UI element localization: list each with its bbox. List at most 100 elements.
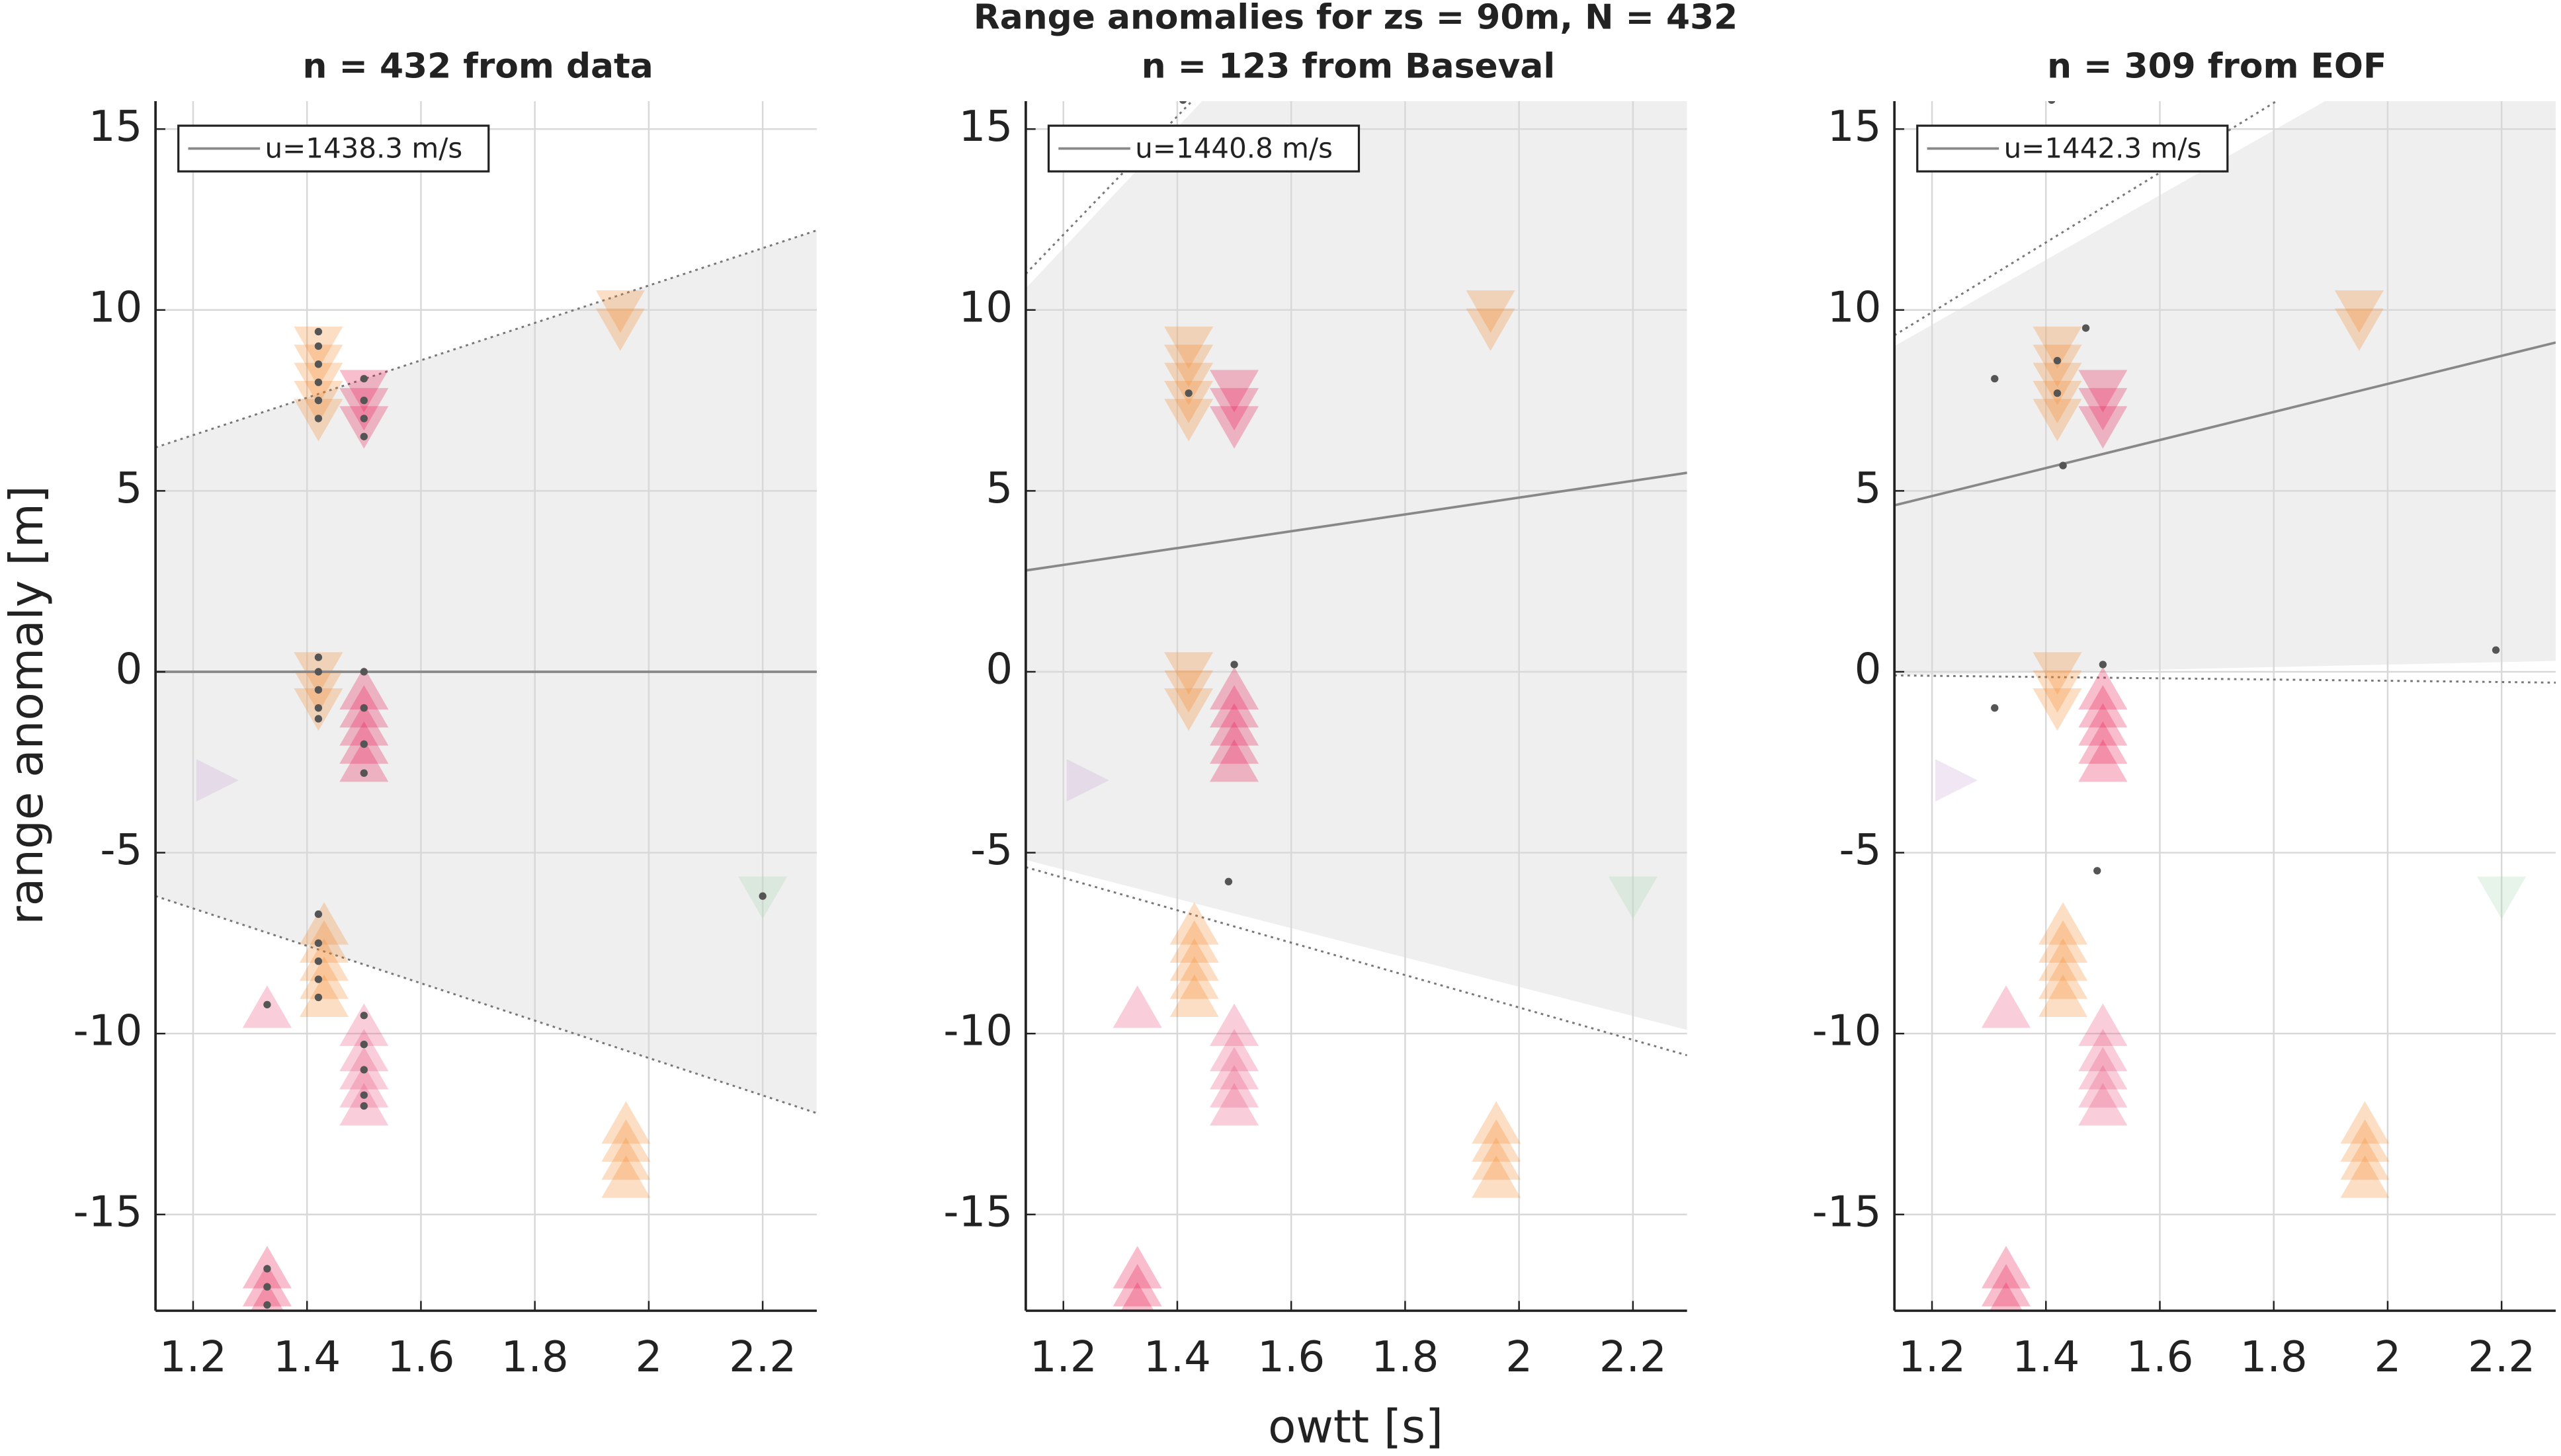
triangle-marker [1472, 1101, 1521, 1144]
plot-area [1025, 101, 1687, 1311]
dot [360, 668, 368, 676]
triangle-marker [299, 974, 349, 1018]
limit-line [155, 895, 817, 1114]
triangle-marker [1989, 1281, 2023, 1311]
triangle-marker [1608, 876, 1658, 919]
triangle-marker [2078, 721, 2128, 764]
triangle-marker [2078, 1065, 2128, 1108]
x-tick-label: 1.4 [2012, 1332, 2079, 1382]
triangle-marker [1981, 985, 2031, 1028]
y-tick-label: 15 [958, 102, 1013, 151]
plot-area [1894, 101, 2556, 1311]
dot [360, 1066, 368, 1074]
dot [2099, 661, 2107, 668]
legend-label: u=1438.3 m/s [265, 132, 463, 165]
dot [314, 653, 323, 661]
triangle-marker [2078, 1003, 2128, 1046]
triangle-marker [339, 387, 389, 431]
dot [360, 704, 368, 712]
triangle-marker [595, 290, 645, 333]
triangle-marker [1210, 406, 1259, 449]
triangle-marker [2078, 1083, 2128, 1126]
triangle-marker [339, 1065, 389, 1108]
triangle-marker [2078, 370, 2128, 413]
triangle-marker [2078, 685, 2128, 728]
y-tick-label: 0 [986, 645, 1013, 694]
dot [360, 1012, 368, 1020]
triangle-marker [2038, 974, 2088, 1018]
y-tick-label: -5 [1839, 825, 1881, 875]
triangle-marker [299, 956, 349, 999]
triangle-marker [339, 703, 389, 746]
triangle-marker [2038, 956, 2088, 999]
triangle-marker [1210, 1003, 1259, 1046]
legend-label: u=1442.3 m/s [2004, 132, 2202, 165]
triangle-marker [2340, 1137, 2390, 1180]
confidence-band [1894, 101, 2556, 676]
triangle-marker [1164, 688, 1214, 731]
dot [314, 378, 323, 386]
dot [360, 432, 368, 440]
y-tick-label: 5 [986, 464, 1013, 513]
triangle-marker [2033, 326, 2082, 370]
x-tick-label: 1.4 [273, 1332, 341, 1382]
y-tick-label: -5 [970, 825, 1013, 875]
triangle-marker [1472, 1137, 1521, 1180]
triangle-marker [1210, 1047, 1259, 1090]
triangle-marker [1210, 721, 1259, 764]
triangle-marker [1981, 1246, 2031, 1289]
triangle-marker [1066, 759, 1109, 802]
dot [314, 342, 323, 350]
subplot: -15 -10 -5 0 5 10 15 1.2 1.4 1.6 1.8 2 2.2 n = 123 fr… [943, 47, 1687, 1382]
x-axis-label: owtt [s] [1268, 1401, 1443, 1454]
x-tick-label: 2.2 [729, 1332, 796, 1382]
triangle-marker [2033, 652, 2082, 695]
triangle-marker [196, 759, 239, 802]
dot [360, 1040, 368, 1049]
triangle-marker [1210, 739, 1259, 782]
triangle-marker [2340, 1101, 2390, 1144]
dot [360, 769, 368, 777]
subplot: -15 -10 -5 0 5 10 15 1.2 1.4 1.6 1.8 2 2.2 n = 432 fr… [73, 47, 817, 1382]
y-tick-label: -15 [73, 1187, 143, 1236]
x-tick-label: 1.2 [159, 1332, 227, 1382]
x-tick-label: 2.2 [2468, 1332, 2535, 1382]
y-tick-label: 15 [89, 102, 143, 151]
y-axis-label: range anomaly [m] [1, 485, 54, 924]
y-tick-label: 10 [958, 282, 1013, 332]
limit-line [155, 229, 817, 449]
triangle-marker [1169, 956, 1219, 999]
dot [360, 740, 368, 748]
x-tick-label: 1.8 [501, 1332, 569, 1382]
y-tick-label: -5 [100, 825, 142, 875]
triangle-marker [339, 370, 389, 413]
figure-title: Range anomalies for zs = 90m, N = 432 [974, 0, 1738, 38]
triangle-marker [595, 308, 645, 351]
triangle-marker [601, 1101, 651, 1144]
y-tick-label: -10 [943, 1006, 1013, 1056]
subplot-title: n = 309 from EOF [2047, 47, 2386, 87]
dot [314, 704, 323, 712]
triangle-marker [1210, 703, 1259, 746]
dot [360, 415, 368, 423]
triangle-marker [1164, 344, 1214, 387]
triangle-marker [1169, 938, 1219, 981]
triangle-marker [1210, 370, 1259, 413]
triangle-marker [1164, 380, 1214, 424]
dot [2081, 324, 2090, 332]
dot [1185, 389, 1193, 397]
triangle-marker [1466, 290, 1515, 333]
dot [314, 939, 323, 948]
triangle-marker [250, 1281, 284, 1311]
triangle-marker [1210, 1065, 1259, 1108]
triangle-marker [2033, 399, 2082, 442]
y-tick-label: -15 [943, 1187, 1013, 1236]
triangle-marker [2033, 380, 2082, 424]
dot [314, 715, 323, 723]
dot [263, 1000, 271, 1009]
y-tick-label: 5 [116, 464, 143, 513]
x-tick-label: 2.2 [1599, 1332, 1667, 1382]
triangle-marker [2340, 1155, 2390, 1198]
x-tick-label: 1.8 [1371, 1332, 1439, 1382]
